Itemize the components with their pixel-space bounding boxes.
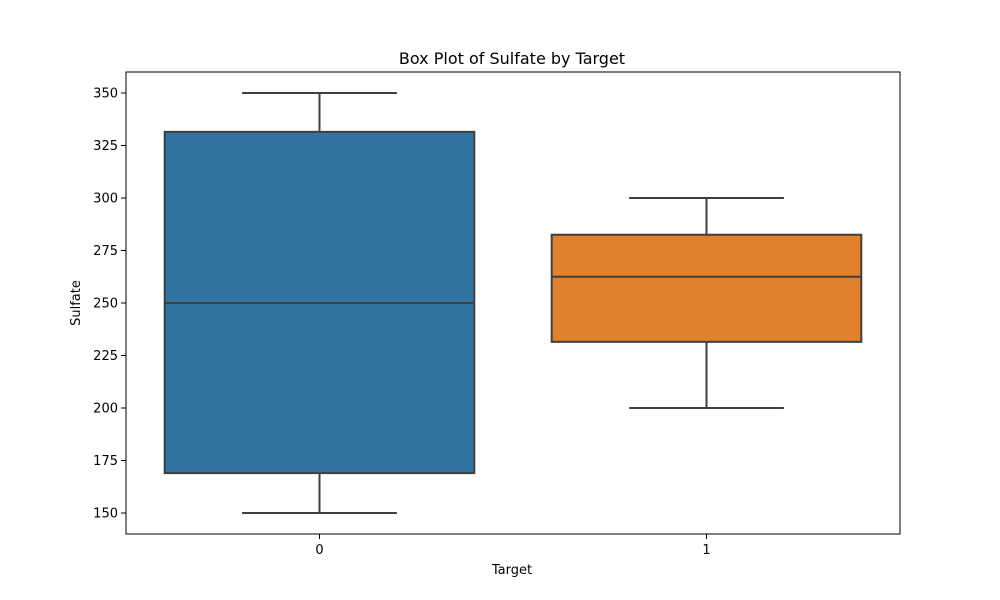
y-axis-label: Sulfate	[69, 280, 84, 326]
y-tick-label: 250	[93, 297, 118, 312]
y-tick-label: 325	[93, 139, 118, 154]
y-axis: 150 175 200 225 250 275 300 325 350	[93, 87, 126, 522]
x-tick-label: 0	[315, 543, 323, 558]
chart-title: Box Plot of Sulfate by Target	[399, 49, 625, 68]
box-group-1	[550, 197, 863, 409]
y-tick-label: 200	[93, 402, 118, 417]
box-group-0	[163, 92, 476, 514]
y-tick-label: 300	[93, 192, 118, 207]
y-tick-label: 275	[93, 244, 118, 259]
plot-area	[163, 92, 863, 514]
x-tick-label: 1	[702, 543, 710, 558]
x-axis-label: Target	[491, 563, 532, 578]
y-tick-label: 175	[93, 454, 118, 469]
y-tick-label: 150	[93, 507, 118, 522]
y-tick-label: 225	[93, 349, 118, 364]
y-tick-label: 350	[93, 87, 118, 102]
box-body	[550, 233, 863, 343]
